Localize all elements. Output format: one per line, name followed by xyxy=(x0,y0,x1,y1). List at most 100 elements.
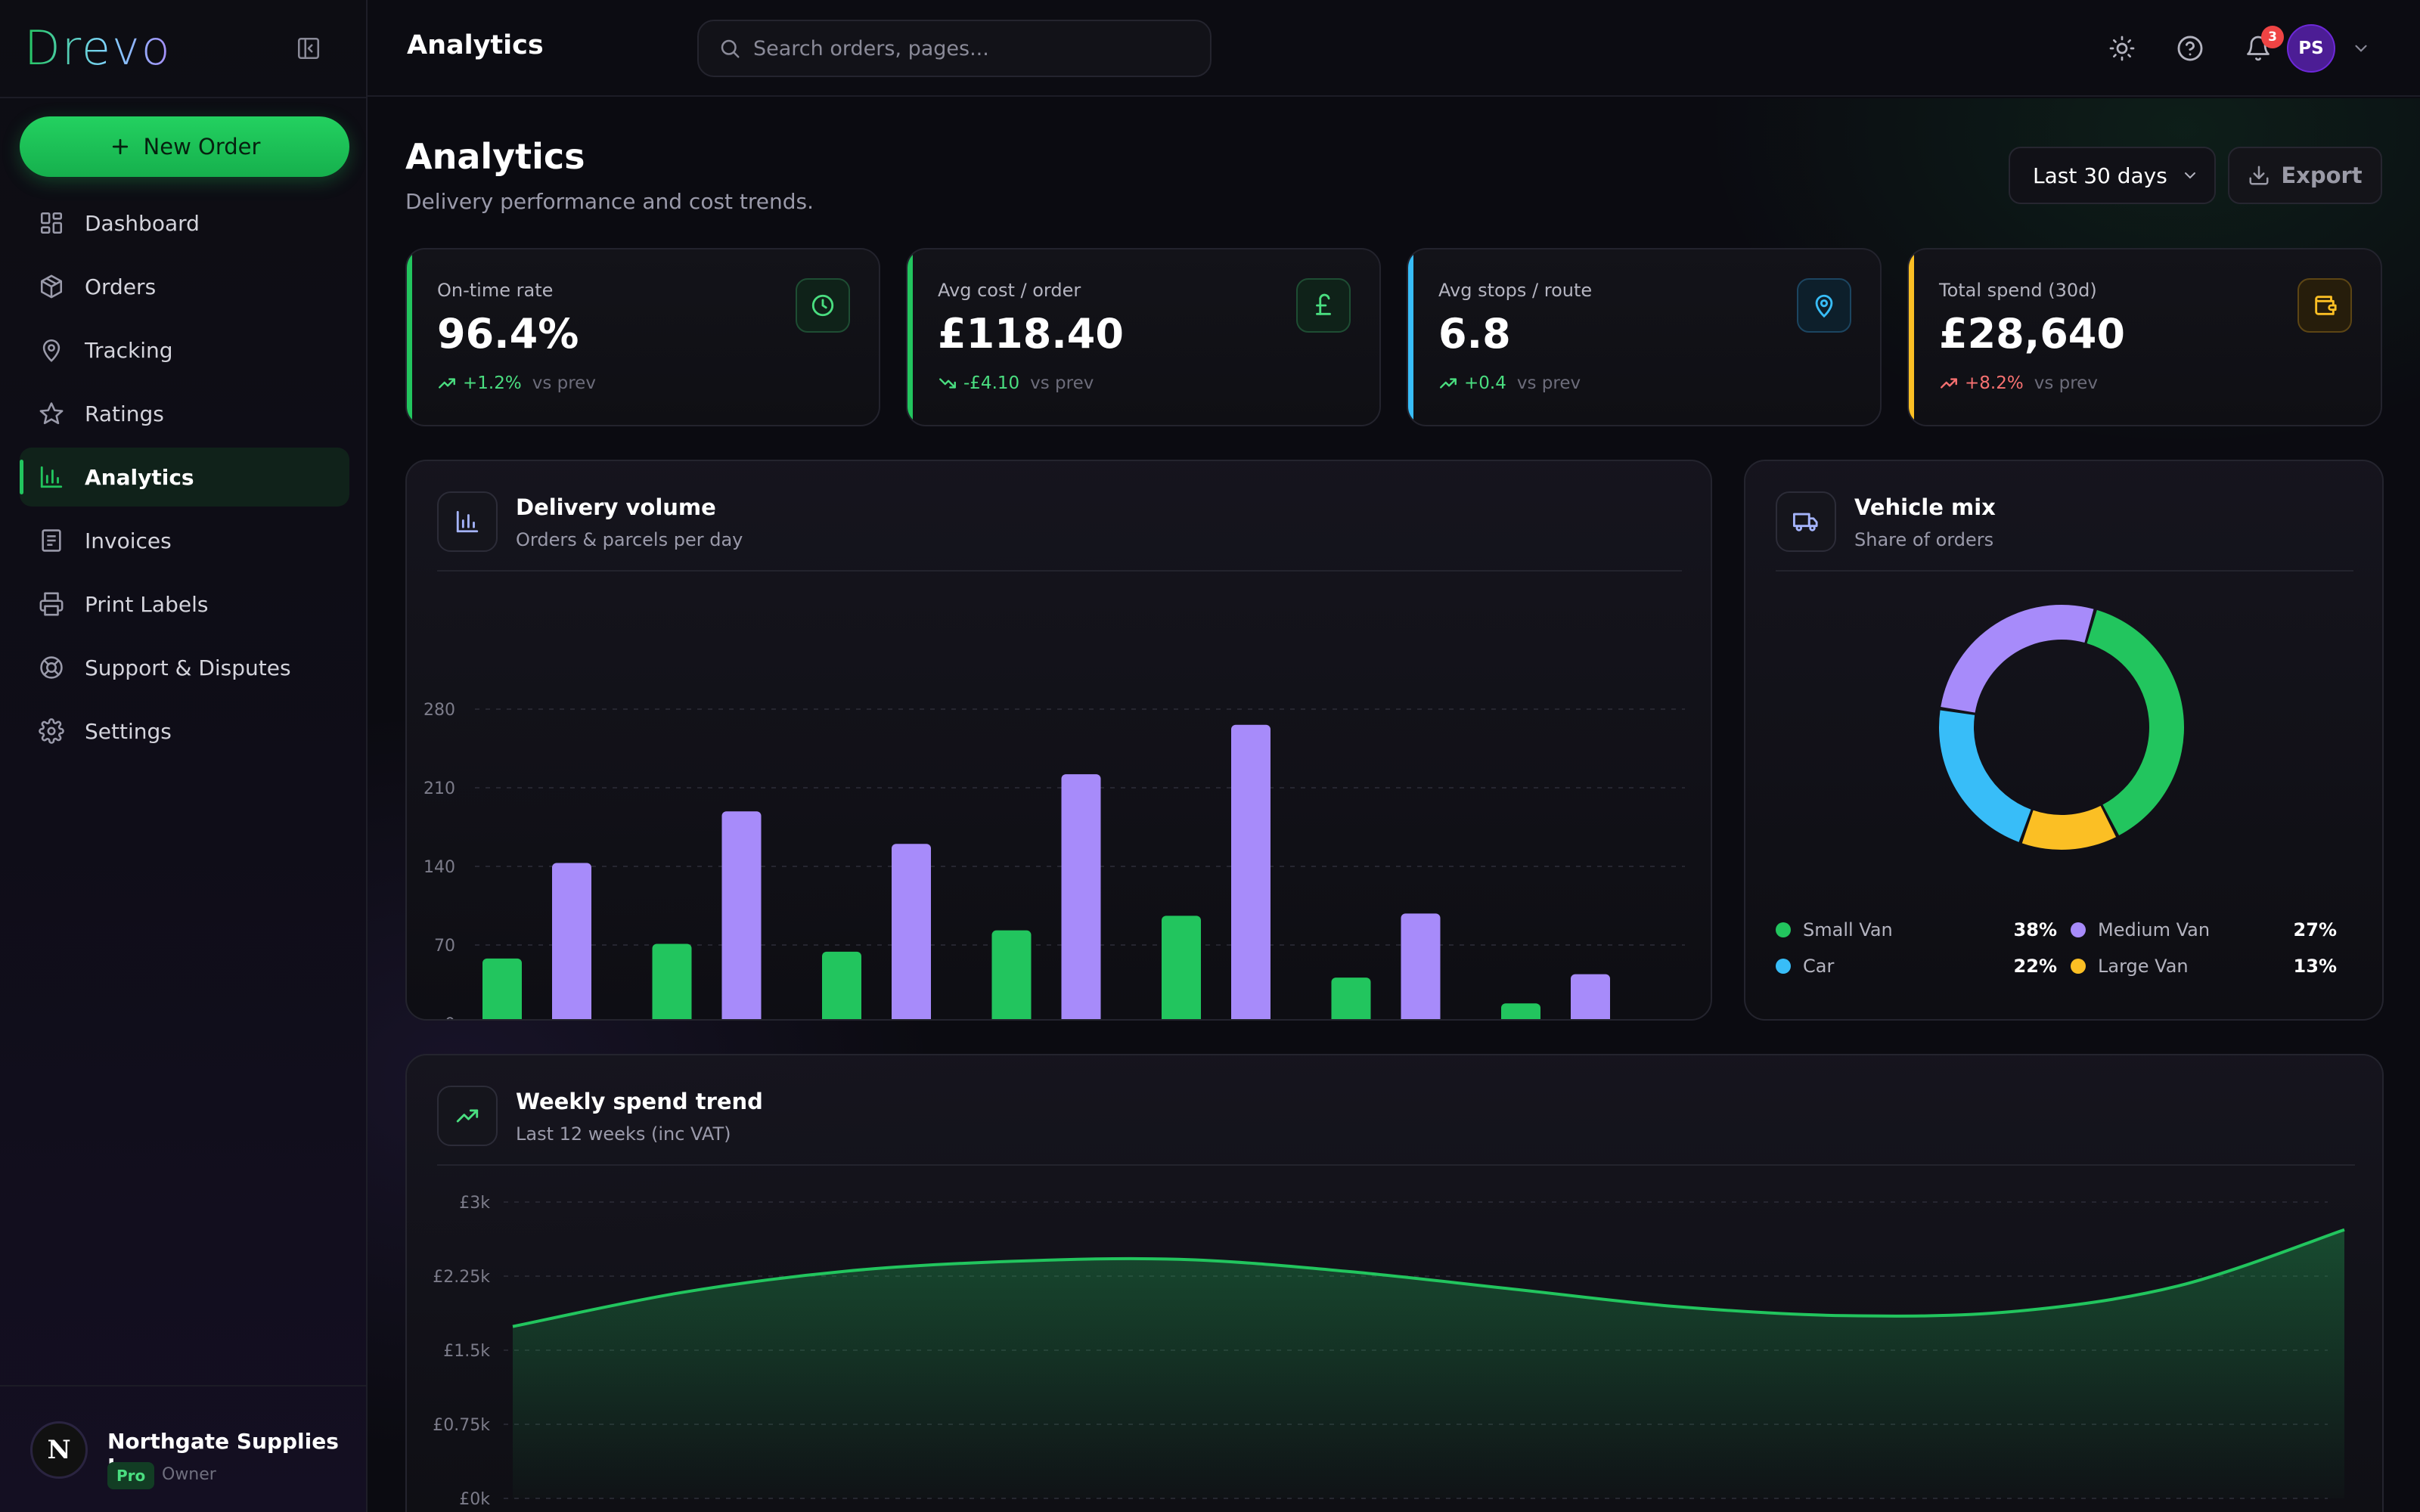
sidebar-item-label: Dashboard xyxy=(85,210,200,236)
card-icon-box xyxy=(437,491,498,552)
sidebar-item-dashboard[interactable]: Dashboard xyxy=(20,194,349,253)
kpi-icon-box xyxy=(1797,278,1851,333)
help-button[interactable] xyxy=(2172,30,2208,67)
bar xyxy=(1401,913,1441,1019)
y-tick-label: 70 xyxy=(434,937,455,956)
brand-logo[interactable]: Drevo xyxy=(24,20,172,76)
kpi-icon-box xyxy=(1296,278,1351,333)
gear-icon xyxy=(38,717,65,745)
donut-slice xyxy=(1941,605,2094,713)
legend-item-small-van[interactable]: Small Van 38% xyxy=(1776,919,2071,940)
theme-toggle-button[interactable] xyxy=(2104,30,2140,67)
vehicle-mix-legend: Small Van 38% Medium Van 27% Car 22% xyxy=(1776,912,2350,984)
sidebar-item-label: Orders xyxy=(85,274,157,299)
sidebar-item-analytics[interactable]: Analytics xyxy=(20,448,349,507)
sidebar-item-label: Support & Disputes xyxy=(85,655,291,680)
legend-item-medium-van[interactable]: Medium Van 27% xyxy=(2071,919,2350,940)
page-subtitle: Delivery performance and cost trends. xyxy=(405,189,814,214)
search-icon xyxy=(721,39,740,58)
trend-up-icon xyxy=(456,1109,479,1123)
sidebar: Drevo New Order Dashboard Orders Trackin… xyxy=(0,0,368,1512)
bar xyxy=(552,863,591,1019)
user-menu-button[interactable] xyxy=(2349,36,2373,60)
sidebar-item-invoices[interactable]: Invoices xyxy=(20,511,349,570)
kpi-icon-box xyxy=(796,278,850,333)
notifications-button[interactable]: 3 xyxy=(2240,26,2284,67)
sidebar-item-support[interactable]: Support & Disputes xyxy=(20,638,349,697)
kpi-value: £118.40 xyxy=(938,310,1124,358)
page-title: Analytics xyxy=(405,136,585,177)
new-order-button[interactable]: New Order xyxy=(20,116,349,177)
bar xyxy=(1162,916,1201,1019)
kpi-delta-caption: vs prev xyxy=(1516,373,1581,393)
legend-swatch xyxy=(1776,959,1791,974)
y-tick-label: 280 xyxy=(424,701,455,720)
delivery-volume-chart: 070140210280MonTueWedThuFriSatSun xyxy=(424,701,1685,1019)
plus-icon xyxy=(112,138,128,155)
kpi-icon-box xyxy=(2297,278,2352,333)
weekly-spend-chart: £0k £0.75k £1.5k £2.25k £3k xyxy=(433,1194,2345,1509)
sidebar-item-orders[interactable]: Orders xyxy=(20,257,349,316)
bar xyxy=(1571,974,1610,1019)
legend-label: Medium Van xyxy=(2098,919,2211,940)
kpi-label: On-time rate xyxy=(437,280,554,301)
sidebar-item-ratings[interactable]: Ratings xyxy=(20,384,349,443)
legend-label: Large Van xyxy=(2098,956,2189,977)
user-avatar[interactable]: PS xyxy=(2287,24,2335,73)
sidebar-divider xyxy=(0,97,366,98)
collapse-sidebar-button[interactable] xyxy=(293,33,324,64)
date-range-select[interactable]: Last 30 days xyxy=(2009,147,2216,204)
sidebar-item-label: Ratings xyxy=(85,401,164,426)
legend-value: 22% xyxy=(2013,956,2057,977)
account-switcher[interactable]: N Northgate Supplies L... Pro Owner xyxy=(0,1385,366,1512)
kpi-delta-caption: vs prev xyxy=(2034,373,2098,393)
search-box[interactable] xyxy=(697,20,1212,77)
search-input[interactable] xyxy=(753,36,1177,60)
bar xyxy=(1061,774,1101,1019)
kpi-delta: +8.2% vs prev xyxy=(1939,373,2098,393)
card-subtitle: Share of orders xyxy=(1854,529,1994,550)
truck-icon xyxy=(1793,513,1818,531)
brand-wordmark: Drevo xyxy=(24,20,172,76)
kpi-value: 6.8 xyxy=(1438,310,1511,358)
box-icon xyxy=(38,273,65,300)
weekly-spend-card: Weekly spend trend Last 12 weeks (inc VA… xyxy=(405,1054,2384,1512)
trend-up-icon xyxy=(1440,378,1457,389)
bar xyxy=(892,844,931,1019)
card-divider xyxy=(437,1164,2355,1166)
kpi-delta: -£4.10 vs prev xyxy=(938,373,1094,393)
donut-slice xyxy=(2086,609,2184,836)
invoice-icon xyxy=(38,527,65,554)
card-title: Vehicle mix xyxy=(1854,494,1996,520)
legend-item-car[interactable]: Car 22% xyxy=(1776,956,2071,977)
star-icon xyxy=(38,400,65,427)
legend-value: 38% xyxy=(2013,919,2057,940)
bar-chart-icon xyxy=(38,463,65,491)
bar xyxy=(1331,978,1371,1019)
kpi-delta: +1.2% vs prev xyxy=(437,373,596,393)
bar xyxy=(991,930,1032,1019)
main-content: Analytics Delivery performance and cost … xyxy=(368,98,2420,1512)
chevron-down-icon xyxy=(2184,172,2195,179)
map-pin-icon xyxy=(38,336,65,364)
chevron-down-icon xyxy=(2355,45,2367,52)
kpi-label: Total spend (30d) xyxy=(1939,280,2097,301)
y-tick-label: £0k xyxy=(459,1490,490,1509)
sidebar-item-tracking[interactable]: Tracking xyxy=(20,321,349,380)
sidebar-item-print-labels[interactable]: Print Labels xyxy=(20,575,349,634)
new-order-label: New Order xyxy=(143,134,261,160)
legend-item-large-van[interactable]: Large Van 13% xyxy=(2071,956,2350,977)
kpi-value: £28,640 xyxy=(1939,310,2125,358)
sidebar-toggle-icon xyxy=(297,37,320,60)
card-title: Weekly spend trend xyxy=(516,1089,763,1114)
trend-up-icon xyxy=(439,378,455,389)
kpi-card-avg-stops: Avg stops / route 6.8 +0.4 vs prev xyxy=(1407,248,1882,426)
card-divider xyxy=(437,570,1682,572)
card-subtitle: Last 12 weeks (inc VAT) xyxy=(516,1123,731,1145)
legend-label: Car xyxy=(1803,956,1835,977)
y-tick-label: £2.25k xyxy=(433,1268,490,1287)
legend-swatch xyxy=(1776,922,1791,937)
sidebar-item-settings[interactable]: Settings xyxy=(20,702,349,761)
export-button[interactable]: Export xyxy=(2228,147,2382,204)
